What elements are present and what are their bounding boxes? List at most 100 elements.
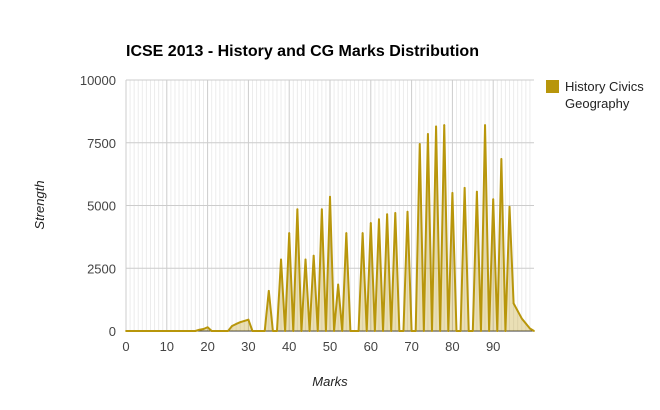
- data-point[interactable]: [280, 258, 282, 261]
- data-point[interactable]: [182, 330, 185, 332]
- data-point[interactable]: [194, 330, 197, 332]
- data-point[interactable]: [341, 330, 344, 332]
- data-point[interactable]: [394, 212, 397, 214]
- data-point[interactable]: [267, 289, 270, 292]
- data-point[interactable]: [329, 195, 331, 198]
- data-point[interactable]: [504, 330, 507, 332]
- data-point[interactable]: [443, 124, 446, 127]
- data-point[interactable]: [271, 330, 274, 332]
- data-point[interactable]: [455, 330, 458, 332]
- data-point[interactable]: [145, 330, 148, 332]
- data-point[interactable]: [398, 330, 401, 332]
- data-point[interactable]: [202, 328, 205, 330]
- data-point[interactable]: [390, 330, 393, 332]
- data-point[interactable]: [129, 330, 131, 332]
- data-point[interactable]: [300, 330, 303, 332]
- data-point[interactable]: [516, 310, 519, 312]
- data-point[interactable]: [520, 317, 523, 320]
- data-point[interactable]: [402, 330, 405, 332]
- data-point[interactable]: [312, 254, 315, 257]
- data-point[interactable]: [206, 326, 209, 329]
- data-point[interactable]: [288, 232, 291, 235]
- data-point[interactable]: [435, 125, 437, 128]
- data-point[interactable]: [325, 330, 327, 332]
- data-point[interactable]: [218, 330, 221, 332]
- data-point[interactable]: [418, 143, 421, 145]
- data-point[interactable]: [533, 330, 535, 332]
- data-point[interactable]: [361, 232, 364, 235]
- data-point[interactable]: [480, 330, 482, 332]
- data-point[interactable]: [414, 330, 417, 332]
- data-point[interactable]: [386, 213, 389, 216]
- data-point[interactable]: [125, 330, 127, 332]
- data-point[interactable]: [198, 328, 201, 331]
- data-point[interactable]: [133, 330, 136, 332]
- data-point[interactable]: [235, 323, 238, 325]
- data-point[interactable]: [353, 330, 356, 332]
- data-point[interactable]: [239, 321, 242, 324]
- data-point[interactable]: [165, 330, 168, 332]
- data-point[interactable]: [296, 208, 299, 211]
- data-point[interactable]: [512, 302, 515, 305]
- data-point[interactable]: [365, 330, 368, 332]
- data-point[interactable]: [149, 330, 152, 332]
- data-point[interactable]: [484, 124, 486, 127]
- data-point[interactable]: [174, 330, 176, 332]
- data-point[interactable]: [529, 327, 531, 330]
- data-point[interactable]: [316, 330, 319, 332]
- data-point[interactable]: [251, 330, 254, 332]
- data-point[interactable]: [186, 330, 189, 332]
- data-point[interactable]: [447, 330, 450, 332]
- data-point[interactable]: [304, 258, 307, 261]
- legend[interactable]: History Civics Geography: [546, 79, 644, 111]
- data-point[interactable]: [169, 330, 172, 332]
- data-point[interactable]: [524, 322, 527, 325]
- data-point[interactable]: [357, 330, 360, 332]
- data-point[interactable]: [210, 330, 213, 332]
- data-point[interactable]: [459, 330, 462, 332]
- data-point[interactable]: [223, 330, 225, 332]
- data-point[interactable]: [496, 330, 499, 332]
- data-point[interactable]: [333, 330, 335, 332]
- data-point[interactable]: [471, 330, 474, 332]
- data-point[interactable]: [255, 330, 258, 332]
- data-point[interactable]: [427, 133, 429, 135]
- data-point[interactable]: [292, 330, 295, 332]
- data-point[interactable]: [284, 330, 287, 332]
- data-point[interactable]: [349, 330, 352, 332]
- data-point[interactable]: [263, 330, 266, 332]
- data-point[interactable]: [500, 158, 503, 160]
- data-point[interactable]: [492, 198, 495, 201]
- data-point[interactable]: [227, 330, 229, 332]
- data-point[interactable]: [406, 210, 409, 213]
- data-point[interactable]: [214, 330, 217, 332]
- data-point[interactable]: [259, 330, 262, 332]
- data-point[interactable]: [320, 208, 323, 211]
- data-point[interactable]: [382, 330, 384, 332]
- data-point[interactable]: [369, 222, 372, 224]
- data-point[interactable]: [190, 330, 193, 332]
- data-point[interactable]: [161, 330, 164, 332]
- data-point[interactable]: [508, 205, 511, 208]
- data-point[interactable]: [157, 330, 160, 332]
- data-point[interactable]: [178, 330, 180, 332]
- data-point[interactable]: [141, 330, 144, 332]
- data-point[interactable]: [247, 318, 250, 321]
- data-point[interactable]: [488, 330, 491, 332]
- data-point[interactable]: [378, 218, 380, 221]
- data-point[interactable]: [137, 330, 140, 332]
- data-point[interactable]: [308, 330, 311, 332]
- data-point[interactable]: [475, 190, 478, 193]
- data-point[interactable]: [463, 187, 466, 189]
- data-point[interactable]: [153, 330, 156, 332]
- data-point[interactable]: [373, 330, 376, 332]
- data-point[interactable]: [410, 330, 413, 332]
- data-point[interactable]: [467, 330, 470, 332]
- data-point[interactable]: [451, 192, 454, 194]
- data-point[interactable]: [337, 283, 340, 286]
- data-point[interactable]: [276, 330, 278, 332]
- data-point[interactable]: [431, 330, 433, 332]
- data-point[interactable]: [345, 232, 348, 235]
- data-point[interactable]: [422, 330, 425, 332]
- data-point[interactable]: [439, 330, 442, 332]
